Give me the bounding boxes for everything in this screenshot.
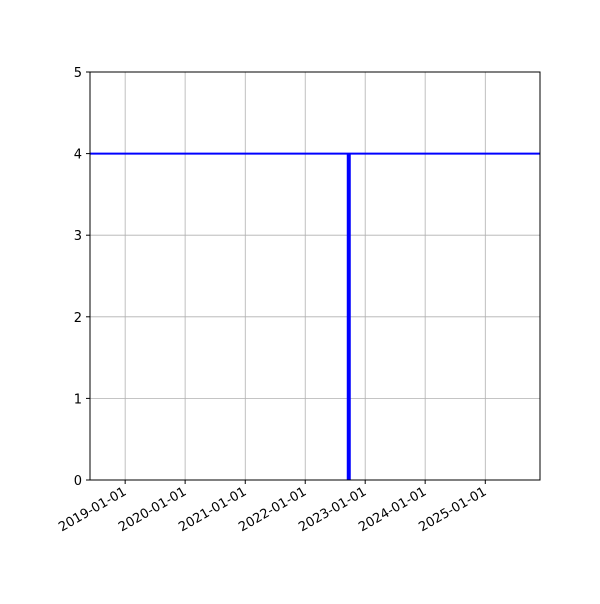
y-tick-label: 0 xyxy=(74,474,82,489)
y-tick-label: 5 xyxy=(74,66,82,81)
ticks: 2019-01-012020-01-012021-01-012022-01-01… xyxy=(56,66,489,535)
y-tick-label: 3 xyxy=(74,229,82,244)
y-tick-label: 2 xyxy=(74,311,82,326)
x-tick-label: 2024-01-01 xyxy=(356,484,429,535)
y-tick-label: 1 xyxy=(74,392,82,407)
x-tick-label: 2020-01-01 xyxy=(116,484,189,535)
grid xyxy=(90,71,540,481)
x-tick-label: 2025-01-01 xyxy=(416,484,489,535)
y-tick-label: 4 xyxy=(74,148,82,163)
marks xyxy=(90,152,540,480)
axes-frame xyxy=(89,71,541,481)
